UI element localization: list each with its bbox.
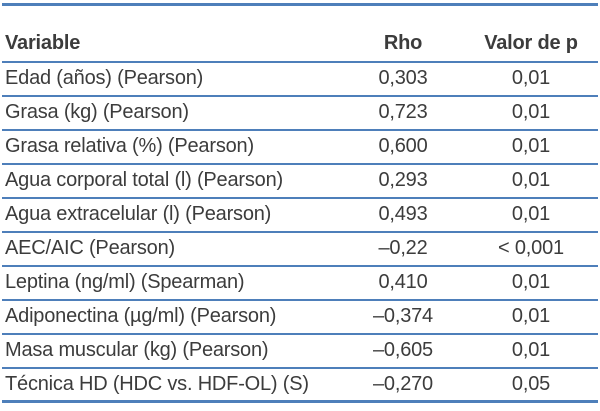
table-row: Grasa relativa (%) (Pearson) 0,600 0,01 <box>2 129 598 165</box>
cell-variable: Edad (años) (Pearson) <box>2 61 342 97</box>
cell-p-value: 0,01 <box>464 265 598 301</box>
cell-variable: Grasa relativa (%) (Pearson) <box>2 129 342 165</box>
cell-rho: 0,493 <box>342 197 464 233</box>
correlation-table: Variable Rho Valor de p Edad (años) (Pea… <box>2 3 598 403</box>
cell-p-value: 0,01 <box>464 95 598 131</box>
paper-table-page: Variable Rho Valor de p Edad (años) (Pea… <box>0 3 600 411</box>
cell-rho: 0,303 <box>342 61 464 97</box>
cell-variable: Adiponectina (µg/ml) (Pearson) <box>2 299 342 335</box>
cell-p-value: 0,01 <box>464 197 598 233</box>
cell-rho: –0,605 <box>342 333 464 369</box>
column-header-valor-de-p: Valor de p <box>464 3 598 63</box>
table-row: AEC/AIC (Pearson) –0,22 < 0,001 <box>2 231 598 267</box>
table-row: Grasa (kg) (Pearson) 0,723 0,01 <box>2 95 598 131</box>
cell-p-value: < 0,001 <box>464 231 598 267</box>
cell-rho: –0,374 <box>342 299 464 335</box>
cell-p-value: 0,01 <box>464 61 598 97</box>
table-row: Edad (años) (Pearson) 0,303 0,01 <box>2 61 598 97</box>
cell-rho: 0,600 <box>342 129 464 165</box>
cell-rho: –0,270 <box>342 367 464 403</box>
table-row: Agua corporal total (l) (Pearson) 0,293 0,… <box>2 163 598 199</box>
cell-rho: 0,723 <box>342 95 464 131</box>
cell-variable: Masa muscular (kg) (Pearson) <box>2 333 342 369</box>
column-header-rho: Rho <box>342 3 464 63</box>
cell-variable: Agua corporal total (l) (Pearson) <box>2 163 342 199</box>
cell-rho: 0,410 <box>342 265 464 301</box>
cell-variable: AEC/AIC (Pearson) <box>2 231 342 267</box>
cell-p-value: 0,01 <box>464 333 598 369</box>
cell-variable: Grasa (kg) (Pearson) <box>2 95 342 131</box>
cell-rho: 0,293 <box>342 163 464 199</box>
cell-variable: Agua extracelular (l) (Pearson) <box>2 197 342 233</box>
cell-p-value: 0,01 <box>464 129 598 165</box>
table-row: Masa muscular (kg) (Pearson) –0,605 0,01 <box>2 333 598 369</box>
table-header-row: Variable Rho Valor de p <box>2 3 598 63</box>
column-header-variable: Variable <box>2 3 342 63</box>
cell-rho: –0,22 <box>342 231 464 267</box>
cell-p-value: 0,01 <box>464 299 598 335</box>
cell-p-value: 0,05 <box>464 367 598 403</box>
table-row: Agua extracelular (l) (Pearson) 0,493 0,01 <box>2 197 598 233</box>
cell-variable: Leptina (ng/ml) (Spearman) <box>2 265 342 301</box>
table-row: Adiponectina (µg/ml) (Pearson) –0,374 0,01 <box>2 299 598 335</box>
table-row: Leptina (ng/ml) (Spearman) 0,410 0,01 <box>2 265 598 301</box>
cell-p-value: 0,01 <box>464 163 598 199</box>
table-row: Técnica HD (HDC vs. HDF-OL) (S) –0,270 0,0… <box>2 367 598 403</box>
cell-variable: Técnica HD (HDC vs. HDF-OL) (S) <box>2 367 342 403</box>
